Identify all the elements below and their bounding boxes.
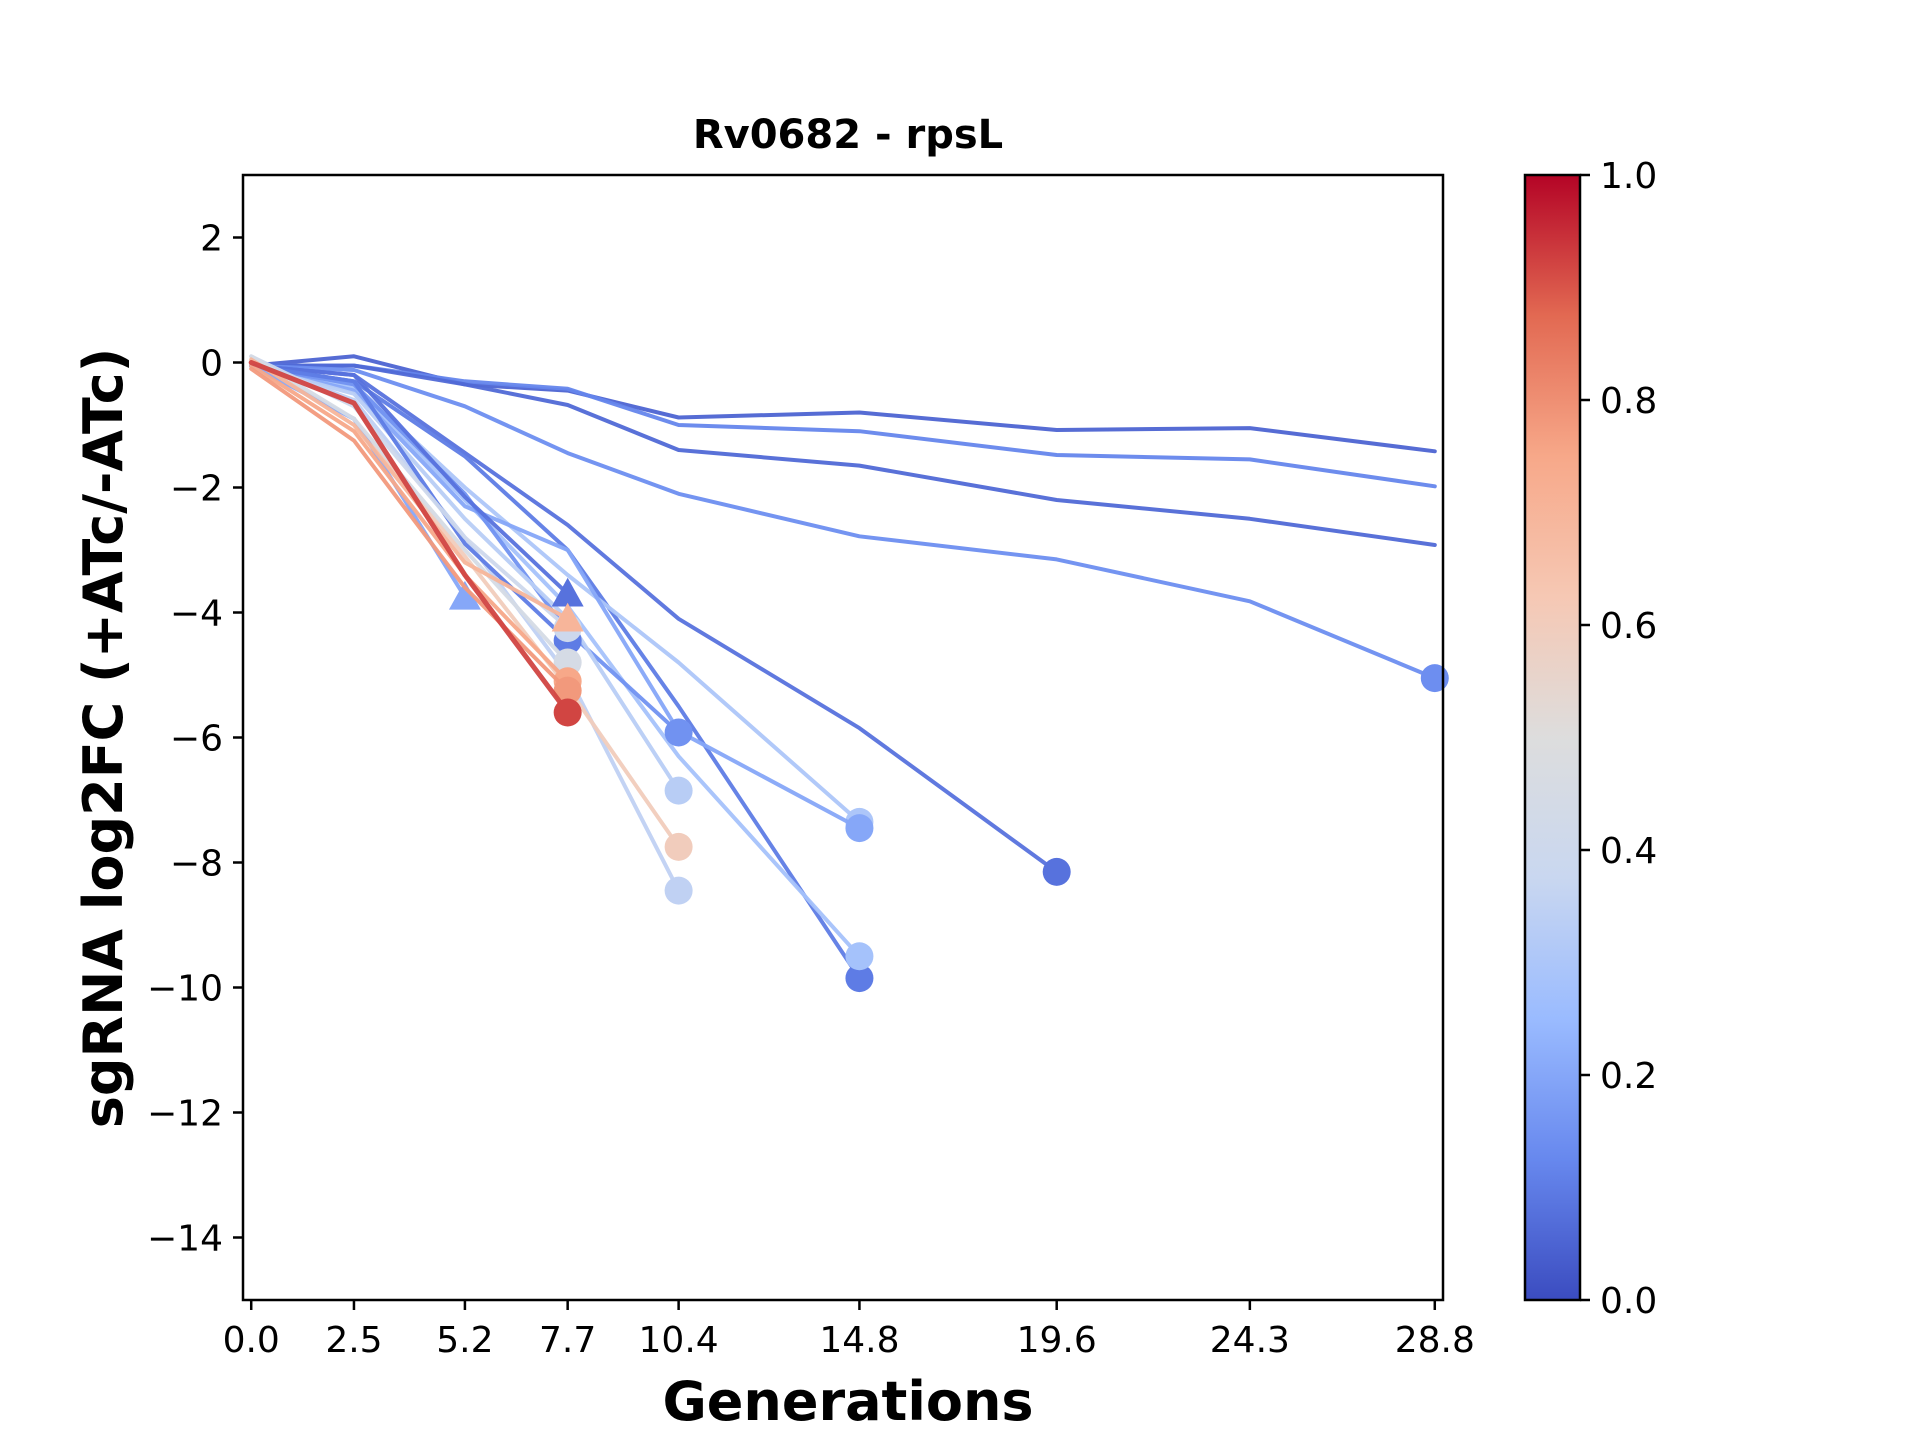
y-tick-label-6: −10 [147, 969, 223, 1010]
series-line-21 [248, 360, 571, 715]
x-tick-label-5: 14.8 [819, 1320, 899, 1361]
series-9 [249, 363, 693, 747]
y-axis-label: sgRNA log2FC (+ATc/-ATc) [72, 348, 135, 1129]
x-tick-label-8: 28.8 [1395, 1320, 1475, 1361]
series-end-point-20 [553, 676, 582, 705]
x-tick-label-2: 5.2 [436, 1320, 493, 1361]
series-end-point-11 [664, 876, 693, 905]
series-line-3 [249, 363, 1437, 681]
series-end-point-4 [1042, 857, 1071, 886]
series-10 [249, 363, 693, 805]
series-line-18 [249, 357, 570, 621]
colorbar-gradient [1525, 175, 1580, 1300]
x-tick-label-1: 2.5 [325, 1320, 382, 1361]
y-tick-label-7: −12 [147, 1094, 223, 1135]
series-line-13 [249, 363, 570, 596]
y-tick-label-1: 0 [200, 344, 223, 385]
series-2 [249, 363, 1437, 547]
series-end-point-9 [664, 718, 693, 747]
series-line-20 [249, 366, 570, 693]
series-end-point-7 [845, 942, 874, 971]
colorbar-tick-label-0: 0.0 [1600, 1281, 1657, 1322]
chart-title: Rv0682 - rpsL [693, 112, 1003, 158]
x-tick-label-4: 10.4 [639, 1320, 719, 1361]
series-line-17 [249, 354, 570, 665]
series-19 [249, 363, 582, 696]
series-end-point-3 [1420, 664, 1449, 693]
series-end-point-10 [664, 776, 693, 805]
series-line-7 [249, 363, 862, 959]
series-7 [249, 363, 874, 971]
colorbar-frame [1523, 173, 1582, 1302]
x-tick-label-6: 19.6 [1017, 1320, 1097, 1361]
series-8 [249, 363, 874, 843]
series-line-19 [249, 363, 570, 684]
series-end-point-8 [845, 814, 874, 843]
series-end-point-13 [551, 577, 584, 607]
colorbar-tick-label-4: 0.8 [1600, 381, 1657, 422]
series-line-8 [249, 363, 862, 831]
series-end-point-12 [664, 832, 693, 861]
series-line-10 [249, 363, 681, 793]
colorbar: 0.0 0.2 0.4 0.6 0.8 1.0 [1523, 156, 1657, 1322]
series-13 [249, 363, 584, 607]
y-tick-label-2: −2 [170, 469, 223, 510]
y-tick-label-3: −4 [170, 594, 223, 635]
colorbar-tick-label-5: 1.0 [1600, 156, 1657, 197]
series-18 [249, 357, 584, 632]
series-0 [249, 354, 1437, 454]
x-axis-label: Generations [662, 1370, 1033, 1433]
series-line-9 [249, 363, 681, 735]
series-end-point-5 [845, 964, 874, 993]
series-end-point-15 [448, 580, 481, 610]
plot-area: 0.0 2.5 5.2 7.7 10.4 14.8 19.6 24.3 28.8 2 0 −2 −4 −6… [147, 173, 1475, 1361]
colorbar-tick-label-3: 0.6 [1600, 606, 1657, 647]
series-line-2 [249, 363, 1437, 547]
x-tick-label-7: 24.3 [1210, 1320, 1290, 1361]
series-20 [249, 366, 582, 705]
colorbar-tick-label-2: 0.4 [1600, 831, 1657, 872]
plot-frame [241, 173, 1445, 1302]
y-tick-label-8: −14 [147, 1219, 223, 1260]
y-tick-label-4: −6 [170, 719, 223, 760]
series-end-point-21 [553, 698, 582, 727]
series-end-point-18 [551, 602, 584, 632]
x-tick-label-3: 7.7 [539, 1320, 596, 1361]
y-tick-label-0: 2 [200, 219, 223, 260]
y-tick-label-5: −8 [170, 844, 223, 885]
x-tick-label-0: 0.0 [223, 1320, 280, 1361]
series-line-0 [249, 354, 1437, 454]
colorbar-tick-label-1: 0.2 [1600, 1056, 1657, 1097]
series-21 [248, 360, 582, 727]
